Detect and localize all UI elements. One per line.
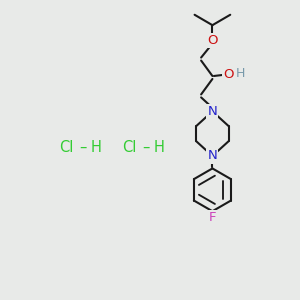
Text: –: – <box>80 140 87 154</box>
Text: O: O <box>207 34 218 47</box>
Text: F: F <box>209 211 216 224</box>
Text: Cl: Cl <box>122 140 136 154</box>
Text: N: N <box>208 149 217 162</box>
Text: –: – <box>142 140 149 154</box>
Text: H: H <box>91 140 102 154</box>
Text: H: H <box>236 67 245 80</box>
Text: Cl: Cl <box>60 140 74 154</box>
Text: O: O <box>224 68 234 81</box>
Text: H: H <box>154 140 164 154</box>
Text: N: N <box>208 105 217 118</box>
